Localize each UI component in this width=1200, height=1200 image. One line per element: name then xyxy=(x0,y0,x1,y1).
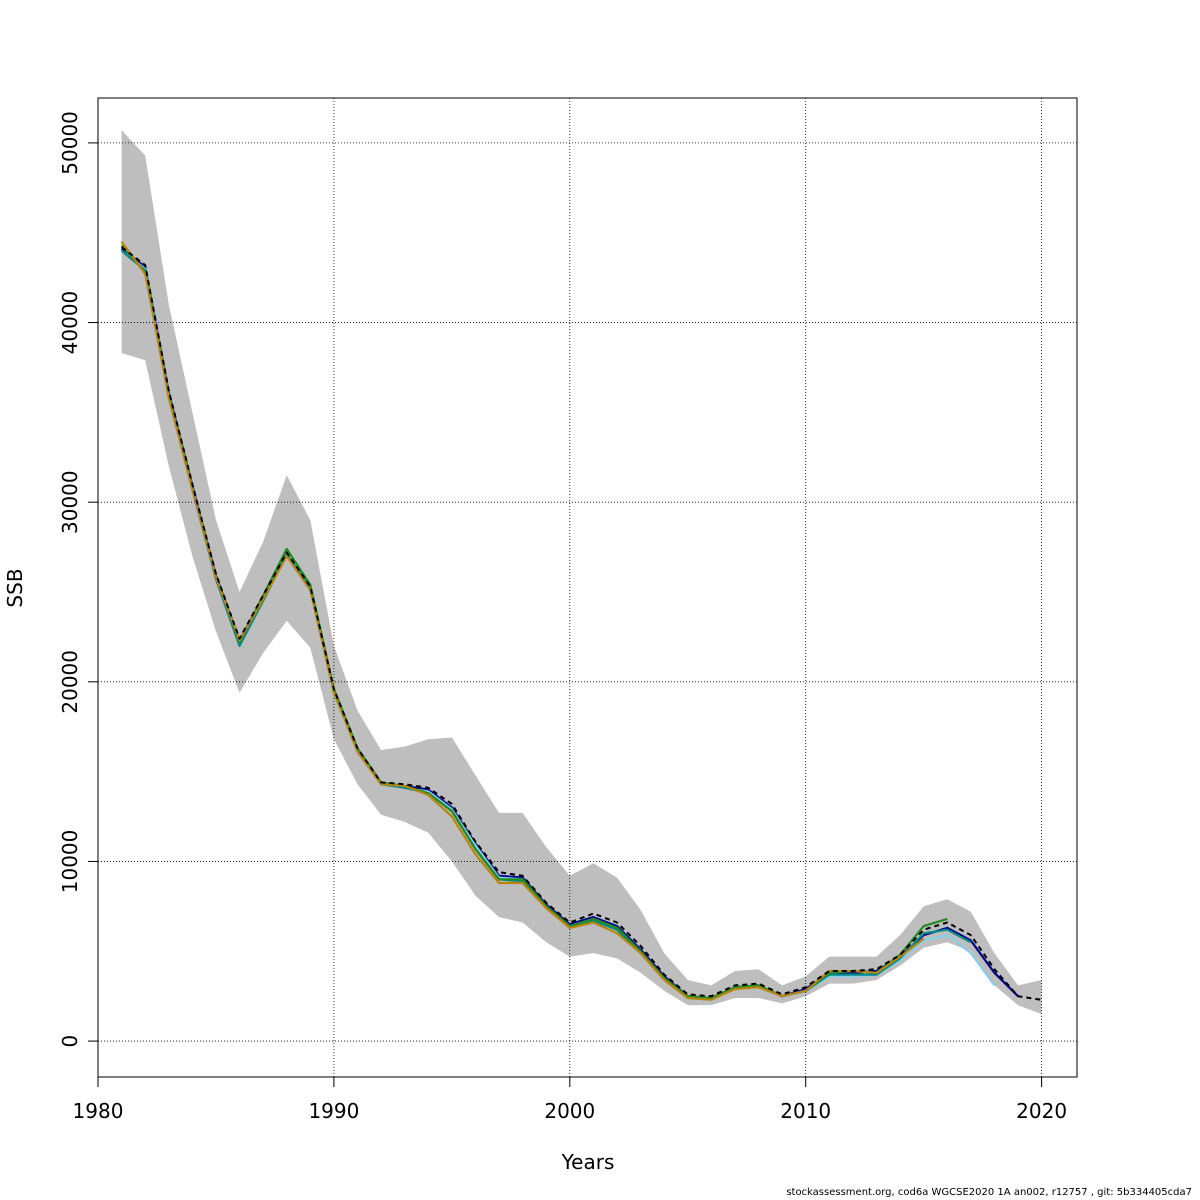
series-lines xyxy=(120,241,1042,1001)
y-tick-label-40000: 40000 xyxy=(58,291,82,355)
x-tick-label-2000: 2000 xyxy=(544,1099,595,1123)
x-tick-label-1990: 1990 xyxy=(308,1099,359,1123)
y-tick-label-0: 0 xyxy=(58,1035,82,1048)
y-axis-title: SSB xyxy=(3,568,27,607)
axes: 1980 1990 2000 2010 2020 0 10000 20000 30000 4000… xyxy=(58,111,1067,1123)
x-tick-label-2020: 2020 xyxy=(1016,1099,1067,1123)
x-tick-label-2010: 2010 xyxy=(780,1099,831,1123)
series-line-5 xyxy=(120,241,925,1001)
series-line-0 xyxy=(120,246,1042,1001)
x-axis-title: Years xyxy=(561,1150,615,1174)
confidence-band-layer xyxy=(121,130,1042,1015)
y-tick-label-20000: 20000 xyxy=(58,650,82,714)
y-tick-label-10000: 10000 xyxy=(58,830,82,894)
y-tick-label-30000: 30000 xyxy=(58,470,82,534)
y-tick-label-50000: 50000 xyxy=(58,111,82,175)
x-tick-label-1980: 1980 xyxy=(73,1099,124,1123)
confidence-band xyxy=(121,130,1042,1015)
footer-credit: stockassessment.org, cod6a WGCSE2020 1A … xyxy=(786,1187,1192,1198)
